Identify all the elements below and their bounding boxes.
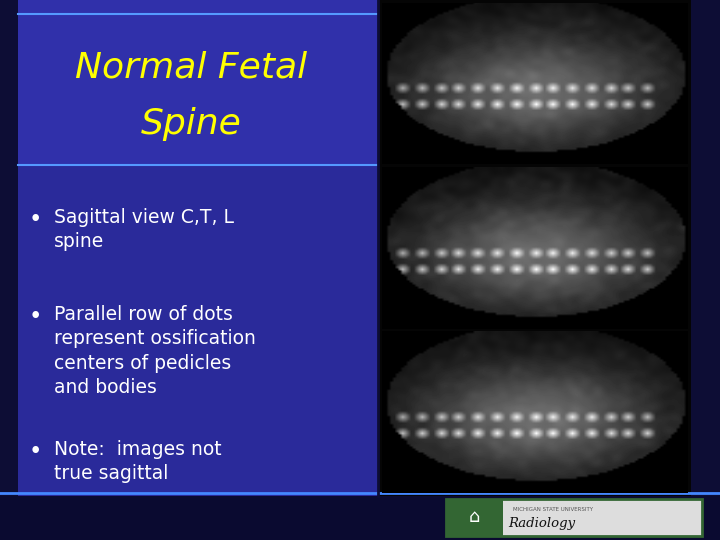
Text: Spine: Spine bbox=[140, 107, 241, 141]
Text: MICHIGAN STATE UNIVERSITY: MICHIGAN STATE UNIVERSITY bbox=[513, 507, 593, 512]
Text: •: • bbox=[29, 305, 42, 328]
Text: ⌂: ⌂ bbox=[469, 508, 480, 526]
Bar bbox=[378, 0, 691, 496]
Bar bbox=[18, 0, 378, 165]
Text: Radiology: Radiology bbox=[508, 517, 575, 530]
Text: Normal Fetal: Normal Fetal bbox=[75, 51, 307, 84]
Bar bbox=[446, 499, 503, 536]
Text: •: • bbox=[29, 440, 42, 463]
Bar bbox=[691, 0, 720, 540]
Text: Note:  images not
true sagittal: Note: images not true sagittal bbox=[54, 440, 222, 483]
Text: Sagittal view C,T, L
spine: Sagittal view C,T, L spine bbox=[54, 208, 234, 251]
Bar bbox=[446, 499, 702, 536]
Bar bbox=[0, 0, 18, 540]
Text: •: • bbox=[29, 208, 42, 231]
Bar bbox=[18, 0, 378, 496]
Bar bbox=[0, 496, 720, 540]
Text: Parallel row of dots
represent ossification
centers of pedicles
and bodies: Parallel row of dots represent ossificat… bbox=[54, 305, 256, 397]
